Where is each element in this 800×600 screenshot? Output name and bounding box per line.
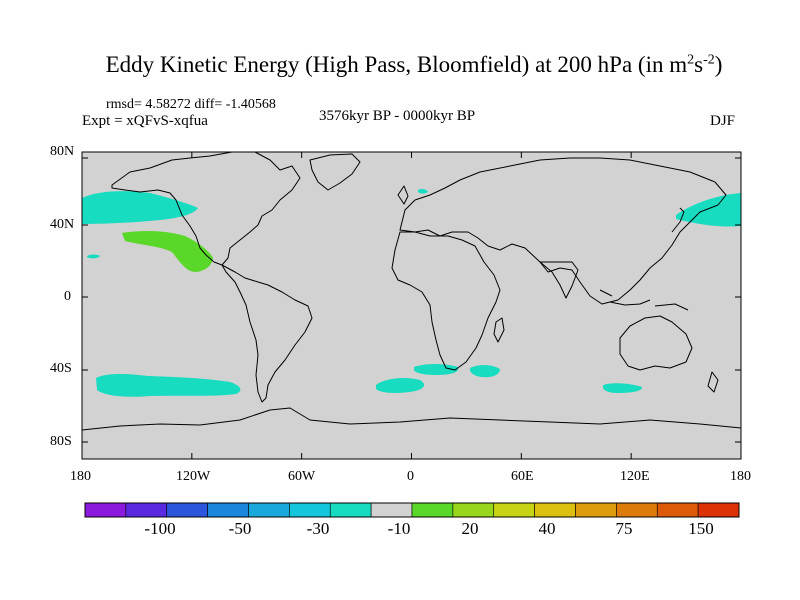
northeast-pacific-green xyxy=(122,231,213,272)
southeast-indian-cyan xyxy=(603,383,643,393)
colorbar-box xyxy=(84,502,127,518)
north-sea-cyan xyxy=(418,188,428,194)
map-background xyxy=(82,152,741,459)
colorbar-frame xyxy=(84,502,740,518)
period-label: 3576kyr BP - 0000kyr BP xyxy=(319,108,476,124)
south-pacific-cyan xyxy=(96,373,241,397)
coastline-australia xyxy=(619,315,693,371)
hawaii-cyan xyxy=(87,254,100,259)
colorbar-box xyxy=(370,502,413,518)
coastline-indonesia xyxy=(599,289,689,311)
colorbar-box xyxy=(616,502,658,518)
title-sup-2: 2 xyxy=(687,52,695,68)
colorbar-label-minus30: -30 xyxy=(306,519,330,538)
coastline-new-zealand xyxy=(707,371,719,393)
coastline-greenland xyxy=(309,153,361,191)
coastline-eurasia xyxy=(399,157,727,305)
axis-ticks xyxy=(81,152,742,459)
lon-label-180e: 180 xyxy=(730,469,751,484)
anomaly-regions xyxy=(82,188,741,397)
coastline-africa xyxy=(391,231,501,371)
colorbar-label-150: 150 xyxy=(688,519,714,538)
colorbar-box xyxy=(575,502,617,518)
colorbar-box xyxy=(166,502,208,518)
colorbar-box xyxy=(656,502,699,518)
experiment-label: Expt = xQFvS-xqfua xyxy=(82,113,208,129)
coastline-antarctica xyxy=(81,407,742,431)
lat-label-40s: 40S xyxy=(50,361,72,376)
lon-label-180w: 180 xyxy=(70,469,91,484)
lon-label-120w: 120W xyxy=(176,469,211,484)
lon-label-120e: 120E xyxy=(620,469,650,484)
colorbar-label-minus10: -10 xyxy=(387,519,411,538)
north-pacific-west-cyan xyxy=(676,193,741,227)
lon-label-60e: 60E xyxy=(511,469,534,484)
colorbar-box xyxy=(329,502,372,518)
south-atlantic-cyan xyxy=(376,377,425,393)
lat-label-40n: 40N xyxy=(50,217,75,232)
coastline-uk xyxy=(397,185,409,205)
title-close: ) xyxy=(714,52,723,77)
coastline-japan xyxy=(671,207,685,233)
title-s: s xyxy=(694,52,704,77)
colorbar-box xyxy=(697,502,740,518)
season-label: DJF xyxy=(710,113,736,129)
south-indian-small-cyan xyxy=(470,365,500,378)
coastline-india xyxy=(539,261,579,299)
colorbar-box xyxy=(248,502,290,518)
coastlines xyxy=(81,151,742,431)
colorbar-label-minus50: -50 xyxy=(228,519,252,538)
title-sup-minus2: -2 xyxy=(703,52,715,68)
coastline-south-america xyxy=(221,264,313,403)
coastline-north-america xyxy=(111,151,301,266)
title-text: Eddy Kinetic Energy (High Pass, Bloomfie… xyxy=(105,52,688,77)
colorbar-label-20: 20 xyxy=(461,519,479,538)
lat-label-0: 0 xyxy=(64,289,71,304)
south-indian-cyan xyxy=(414,364,459,375)
colorbar-label-minus100: -100 xyxy=(144,519,176,538)
rmsd-diff-label: rmsd= 4.58272 diff= -1.40568 xyxy=(106,97,276,112)
lat-label-80n: 80N xyxy=(50,144,75,159)
plot-title: Eddy Kinetic Energy (High Pass, Bloomfie… xyxy=(0,52,800,78)
lon-label-60w: 60W xyxy=(288,469,316,484)
colorbar-label-75: 75 xyxy=(615,519,633,538)
colorbar-box xyxy=(125,502,168,518)
north-pacific-east-cyan xyxy=(82,191,198,224)
lon-label-0: 0 xyxy=(407,469,414,484)
colorbar-box xyxy=(534,502,576,518)
colorbar-box xyxy=(452,502,495,518)
colorbar-box xyxy=(493,502,535,518)
colorbar xyxy=(84,502,740,518)
coastline-madagascar xyxy=(493,317,505,343)
lat-label-80s: 80S xyxy=(50,434,72,449)
colorbar-box xyxy=(289,502,331,518)
colorbar-box xyxy=(207,502,249,518)
colorbar-box xyxy=(411,502,454,518)
colorbar-label-40: 40 xyxy=(538,519,556,538)
